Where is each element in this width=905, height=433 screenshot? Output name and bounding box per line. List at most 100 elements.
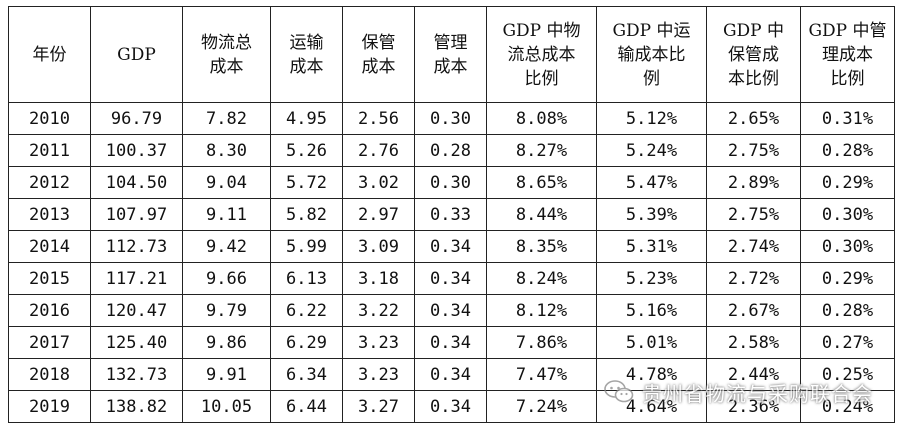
- year-cell: 2019: [8, 390, 91, 423]
- value-cell: 7.24%: [486, 390, 597, 423]
- value-cell: 7.47%: [486, 358, 597, 391]
- year-cell: 2016: [8, 294, 91, 327]
- value-cell: 9.79: [182, 294, 271, 327]
- table-row: 2019 138.82 10.05 6.44 3.27 0.34 7.24% 4.64% 2.3…: [8, 390, 895, 423]
- value-cell: 6.22: [270, 294, 343, 327]
- value-cell: 125.40: [90, 326, 183, 359]
- value-cell: 3.18: [342, 262, 415, 295]
- value-cell: 0.34: [414, 294, 487, 327]
- value-cell: 5.39%: [596, 198, 707, 231]
- value-cell: 0.28: [414, 134, 487, 167]
- value-cell: 8.12%: [486, 294, 597, 327]
- value-cell: 9.42: [182, 230, 271, 263]
- table-row: 2011 100.37 8.30 5.26 2.76 0.28 8.27% 5.24% 2.75…: [8, 134, 895, 167]
- value-cell: 117.21: [90, 262, 183, 295]
- value-cell: 8.24%: [486, 262, 597, 295]
- value-cell: 0.30: [414, 102, 487, 135]
- header-cell-logistics-total-cost: 物流总 成本: [182, 6, 271, 103]
- table-row: 2014 112.73 9.42 5.99 3.09 0.34 8.35% 5.31% 2.74…: [8, 230, 895, 263]
- value-cell: 0.30%: [800, 198, 895, 231]
- value-cell: 5.24%: [596, 134, 707, 167]
- value-cell: 3.23: [342, 358, 415, 391]
- value-cell: 5.01%: [596, 326, 707, 359]
- value-cell: 3.02: [342, 166, 415, 199]
- table-row: 2015 117.21 9.66 6.13 3.18 0.34 8.24% 5.23% 2.72…: [8, 262, 895, 295]
- value-cell: 2.72%: [706, 262, 801, 295]
- header-cell-management-cost: 管理 成本: [414, 6, 487, 103]
- value-cell: 0.28%: [800, 134, 895, 167]
- header-cell-logistics-ratio: GDP 中物 流总成本 比例: [486, 6, 597, 103]
- value-cell: 2.56: [342, 102, 415, 135]
- value-cell: 8.44%: [486, 198, 597, 231]
- year-cell: 2018: [8, 358, 91, 391]
- value-cell: 0.27%: [800, 326, 895, 359]
- table-row: 2013 107.97 9.11 5.82 2.97 0.33 8.44% 5.39% 2.75…: [8, 198, 895, 231]
- value-cell: 5.26: [270, 134, 343, 167]
- value-cell: 6.44: [270, 390, 343, 423]
- table-row: 2017 125.40 9.86 6.29 3.23 0.34 7.86% 5.01% 2.58…: [8, 326, 895, 359]
- value-cell: 4.64%: [596, 390, 707, 423]
- value-cell: 3.23: [342, 326, 415, 359]
- value-cell: 3.09: [342, 230, 415, 263]
- value-cell: 2.44%: [706, 358, 801, 391]
- value-cell: 8.27%: [486, 134, 597, 167]
- value-cell: 0.25%: [800, 358, 895, 391]
- value-cell: 9.86: [182, 326, 271, 359]
- value-cell: 9.11: [182, 198, 271, 231]
- value-cell: 4.95: [270, 102, 343, 135]
- header-cell-transport-cost: 运输 成本: [270, 6, 343, 103]
- value-cell: 6.13: [270, 262, 343, 295]
- value-cell: 3.27: [342, 390, 415, 423]
- value-cell: 0.34: [414, 230, 487, 263]
- value-cell: 2.67%: [706, 294, 801, 327]
- value-cell: 0.34: [414, 262, 487, 295]
- value-cell: 0.34: [414, 358, 487, 391]
- value-cell: 3.22: [342, 294, 415, 327]
- value-cell: 2.65%: [706, 102, 801, 135]
- value-cell: 0.28%: [800, 294, 895, 327]
- value-cell: 0.34: [414, 390, 487, 423]
- value-cell: 0.31%: [800, 102, 895, 135]
- value-cell: 5.47%: [596, 166, 707, 199]
- year-cell: 2012: [8, 166, 91, 199]
- table-body: 2010 96.79 7.82 4.95 2.56 0.30 8.08% 5.12% 2.65%…: [8, 102, 895, 423]
- value-cell: 8.35%: [486, 230, 597, 263]
- value-cell: 4.78%: [596, 358, 707, 391]
- year-cell: 2013: [8, 198, 91, 231]
- value-cell: 138.82: [90, 390, 183, 423]
- value-cell: 7.86%: [486, 326, 597, 359]
- table-row: 2010 96.79 7.82 4.95 2.56 0.30 8.08% 5.12% 2.65%…: [8, 102, 895, 135]
- header-cell-year: 年份: [8, 6, 91, 103]
- value-cell: 8.08%: [486, 102, 597, 135]
- value-cell: 0.34: [414, 326, 487, 359]
- year-cell: 2014: [8, 230, 91, 263]
- year-cell: 2011: [8, 134, 91, 167]
- value-cell: 5.31%: [596, 230, 707, 263]
- header-cell-storage-cost: 保管 成本: [342, 6, 415, 103]
- table-row: 2018 132.73 9.91 6.34 3.23 0.34 7.47% 4.78% 2.44…: [8, 358, 895, 391]
- value-cell: 0.33: [414, 198, 487, 231]
- value-cell: 5.12%: [596, 102, 707, 135]
- value-cell: 8.30: [182, 134, 271, 167]
- value-cell: 2.76: [342, 134, 415, 167]
- value-cell: 0.24%: [800, 390, 895, 423]
- value-cell: 5.16%: [596, 294, 707, 327]
- value-cell: 8.65%: [486, 166, 597, 199]
- value-cell: 0.30%: [800, 230, 895, 263]
- value-cell: 9.91: [182, 358, 271, 391]
- year-cell: 2017: [8, 326, 91, 359]
- value-cell: 0.29%: [800, 262, 895, 295]
- value-cell: 5.82: [270, 198, 343, 231]
- year-cell: 2015: [8, 262, 91, 295]
- header-cell-management-ratio: GDP 中管 理成本 比例: [800, 6, 895, 103]
- value-cell: 2.97: [342, 198, 415, 231]
- value-cell: 107.97: [90, 198, 183, 231]
- value-cell: 9.66: [182, 262, 271, 295]
- value-cell: 132.73: [90, 358, 183, 391]
- value-cell: 5.23%: [596, 262, 707, 295]
- value-cell: 96.79: [90, 102, 183, 135]
- header-cell-gdp: GDP: [90, 6, 183, 103]
- value-cell: 9.04: [182, 166, 271, 199]
- table-row: 2016 120.47 9.79 6.22 3.22 0.34 8.12% 5.16% 2.67…: [8, 294, 895, 327]
- header-cell-transport-ratio: GDP 中运 输成本比 例: [596, 6, 707, 103]
